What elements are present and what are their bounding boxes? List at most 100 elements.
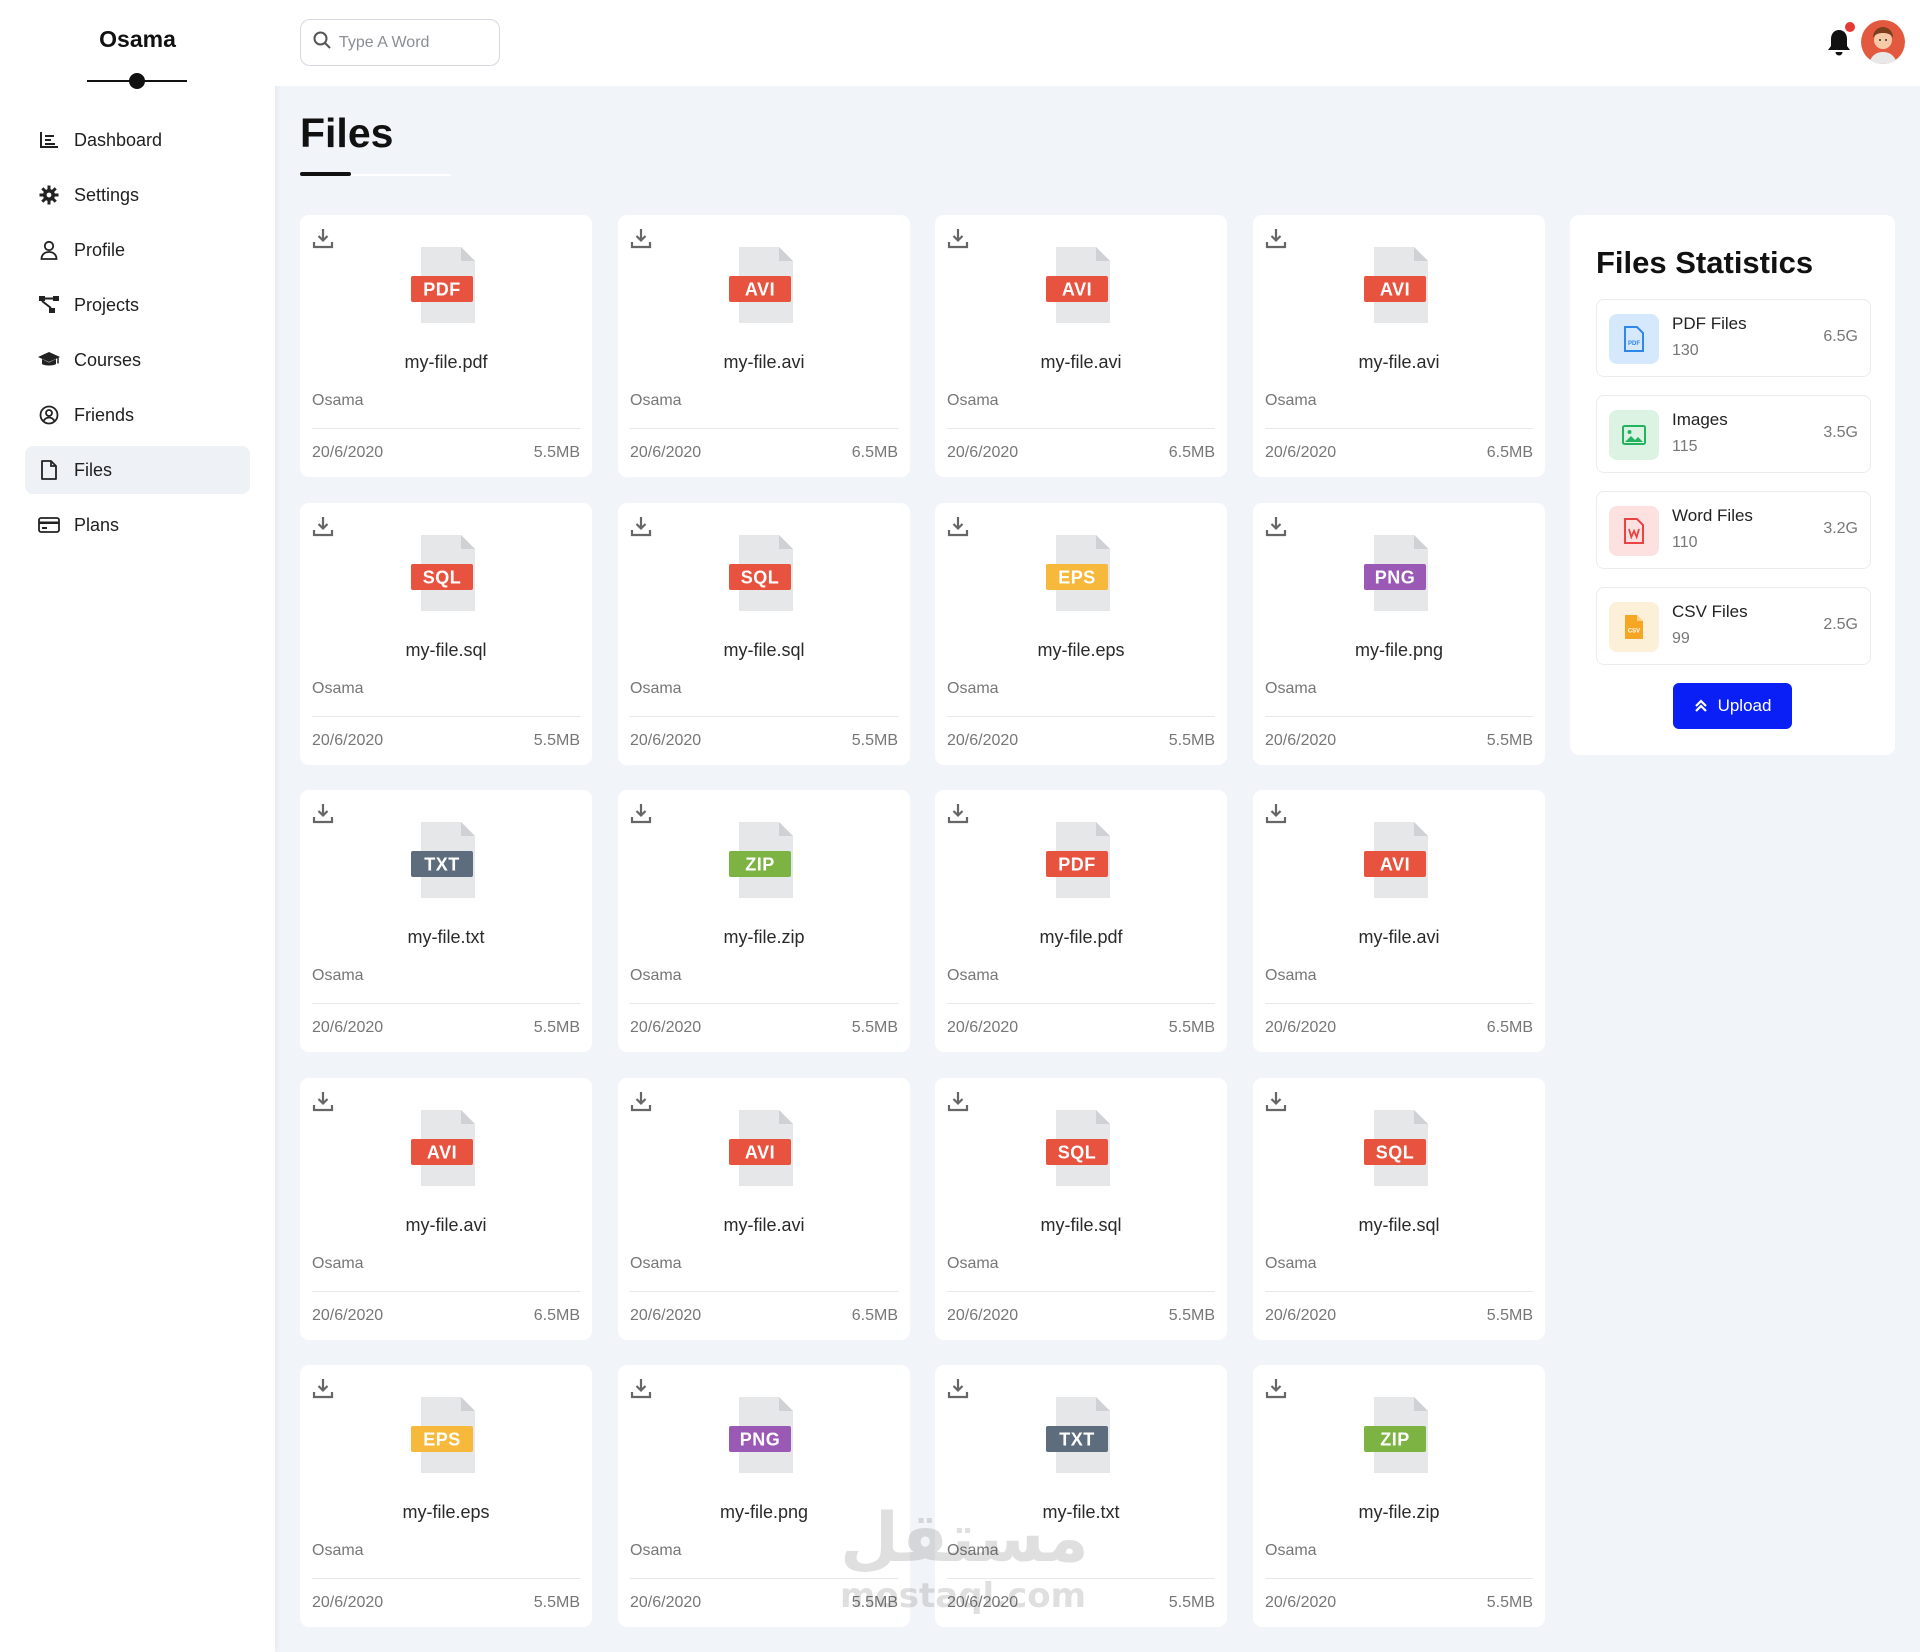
file-card[interactable]: TXT my-file.txt Osama 20/6/2020 5.5MB <box>935 1365 1227 1627</box>
upload-label: Upload <box>1717 696 1772 715</box>
card-divider <box>1265 428 1533 429</box>
download-icon[interactable] <box>630 515 652 537</box>
file-card[interactable]: TXT my-file.txt Osama 20/6/2020 5.5MB <box>300 790 592 1052</box>
card-divider <box>947 428 1215 429</box>
file-card[interactable]: SQL my-file.sql Osama 20/6/2020 5.5MB <box>300 503 592 765</box>
csv-icon: CSV <box>1609 602 1659 652</box>
svg-text:AVI: AVI <box>745 1143 775 1163</box>
file-date: 20/6/2020 <box>312 1307 384 1324</box>
stat-name: Images <box>1672 410 1728 429</box>
svg-text:PDF: PDF <box>1628 341 1640 347</box>
file-date: 20/6/2020 <box>630 1019 702 1036</box>
stat-count: 110 <box>1672 534 1698 551</box>
credit-card-icon <box>38 514 60 536</box>
file-card[interactable]: AVI my-file.avi Osama 20/6/2020 6.5MB <box>618 215 910 477</box>
file-card[interactable]: PDF my-file.pdf Osama 20/6/2020 5.5MB <box>935 790 1227 1052</box>
file-size: 5.5MB <box>1168 1019 1215 1036</box>
file-card[interactable]: SQL my-file.sql Osama 20/6/2020 5.5MB <box>618 503 910 765</box>
file-card[interactable]: EPS my-file.eps Osama 20/6/2020 5.5MB <box>935 503 1227 765</box>
file-owner: Osama <box>312 392 364 409</box>
file-card[interactable]: AVI my-file.avi Osama 20/6/2020 6.5MB <box>935 215 1227 477</box>
download-icon[interactable] <box>1265 802 1287 824</box>
card-divider <box>1265 1578 1533 1579</box>
file-card[interactable]: EPS my-file.eps Osama 20/6/2020 5.5MB <box>300 1365 592 1627</box>
avi-file-icon: AVI <box>729 1108 799 1190</box>
download-icon[interactable] <box>1265 1377 1287 1399</box>
file-card[interactable]: SQL my-file.sql Osama 20/6/2020 5.5MB <box>935 1078 1227 1340</box>
download-icon[interactable] <box>947 1377 969 1399</box>
sidebar-item-settings[interactable]: Settings <box>25 171 250 219</box>
file-name: my-file.sql <box>1358 1215 1440 1235</box>
download-icon[interactable] <box>312 1090 334 1112</box>
file-size: 5.5MB <box>533 732 580 749</box>
file-card[interactable]: PNG my-file.png Osama 20/6/2020 5.5MB <box>618 1365 910 1627</box>
download-icon[interactable] <box>312 515 334 537</box>
download-icon[interactable] <box>630 802 652 824</box>
download-icon[interactable] <box>1265 227 1287 249</box>
stat-item-pdf: PDF PDF Files 130 6.5G <box>1596 299 1871 377</box>
pdf-file-icon: PDF <box>1046 820 1116 902</box>
sidebar-item-files[interactable]: Files <box>25 446 250 494</box>
bell-icon[interactable] <box>1825 28 1853 58</box>
file-card[interactable]: SQL my-file.sql Osama 20/6/2020 5.5MB <box>1253 1078 1545 1340</box>
sql-file-icon: SQL <box>1046 1108 1116 1190</box>
svg-text:TXT: TXT <box>424 855 460 875</box>
download-icon[interactable] <box>1265 1090 1287 1112</box>
svg-text:TXT: TXT <box>1059 1430 1095 1450</box>
svg-text:AVI: AVI <box>745 280 775 300</box>
svg-text:AVI: AVI <box>1062 280 1092 300</box>
download-icon[interactable] <box>312 227 334 249</box>
svg-text:SQL: SQL <box>1376 1143 1415 1163</box>
title-underline-track <box>351 174 451 176</box>
card-divider <box>947 1291 1215 1292</box>
svg-text:PNG: PNG <box>1375 568 1416 588</box>
sidebar: Osama Dashboard Settings Profile Project <box>0 0 275 1652</box>
file-name: my-file.avi <box>405 1215 487 1235</box>
sidebar-item-courses[interactable]: Courses <box>25 336 250 384</box>
svg-text:PDF: PDF <box>1058 855 1096 875</box>
file-card[interactable]: AVI my-file.avi Osama 20/6/2020 6.5MB <box>300 1078 592 1340</box>
file-size: 5.5MB <box>1168 1594 1215 1611</box>
top-header <box>275 0 1920 86</box>
file-owner: Osama <box>947 680 999 697</box>
file-card[interactable]: PDF my-file.pdf Osama 20/6/2020 5.5MB <box>300 215 592 477</box>
chart-icon <box>38 129 60 151</box>
file-card[interactable]: ZIP my-file.zip Osama 20/6/2020 5.5MB <box>1253 1365 1545 1627</box>
download-icon[interactable] <box>947 515 969 537</box>
download-icon[interactable] <box>947 802 969 824</box>
sidebar-item-friends[interactable]: Friends <box>25 391 250 439</box>
download-icon[interactable] <box>312 1377 334 1399</box>
file-name: my-file.avi <box>1358 352 1440 372</box>
file-size: 5.5MB <box>1168 732 1215 749</box>
download-icon[interactable] <box>630 1090 652 1112</box>
card-divider <box>1265 1003 1533 1004</box>
sidebar-item-dashboard[interactable]: Dashboard <box>25 116 250 164</box>
upload-button[interactable]: Upload <box>1673 683 1792 729</box>
download-icon[interactable] <box>947 1090 969 1112</box>
file-date: 20/6/2020 <box>630 444 702 461</box>
sidebar-item-profile[interactable]: Profile <box>25 226 250 274</box>
search-input[interactable] <box>339 33 489 52</box>
download-icon[interactable] <box>947 227 969 249</box>
file-card[interactable]: AVI my-file.avi Osama 20/6/2020 6.5MB <box>618 1078 910 1340</box>
file-owner: Osama <box>1265 680 1317 697</box>
search-icon <box>313 31 331 54</box>
download-icon[interactable] <box>630 227 652 249</box>
download-icon[interactable] <box>1265 515 1287 537</box>
file-card[interactable]: AVI my-file.avi Osama 20/6/2020 6.5MB <box>1253 215 1545 477</box>
file-icon <box>38 459 60 481</box>
svg-text:EPS: EPS <box>423 1430 461 1450</box>
sidebar-item-label: Dashboard <box>74 129 163 150</box>
avatar[interactable] <box>1861 20 1905 64</box>
download-icon[interactable] <box>630 1377 652 1399</box>
file-card[interactable]: PNG my-file.png Osama 20/6/2020 5.5MB <box>1253 503 1545 765</box>
sidebar-item-projects[interactable]: Projects <box>25 281 250 329</box>
download-icon[interactable] <box>312 802 334 824</box>
file-card[interactable]: ZIP my-file.zip Osama 20/6/2020 5.5MB <box>618 790 910 1052</box>
file-card[interactable]: AVI my-file.avi Osama 20/6/2020 6.5MB <box>1253 790 1545 1052</box>
txt-file-icon: TXT <box>1046 1395 1116 1477</box>
stat-size: 3.2G <box>1823 520 1858 537</box>
sidebar-item-plans[interactable]: Plans <box>25 501 250 549</box>
zip-file-icon: ZIP <box>1364 1395 1434 1477</box>
file-name: my-file.eps <box>402 1502 490 1522</box>
